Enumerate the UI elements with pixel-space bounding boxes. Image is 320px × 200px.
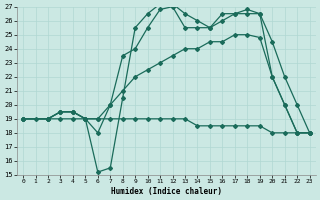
X-axis label: Humidex (Indice chaleur): Humidex (Indice chaleur) xyxy=(111,187,222,196)
